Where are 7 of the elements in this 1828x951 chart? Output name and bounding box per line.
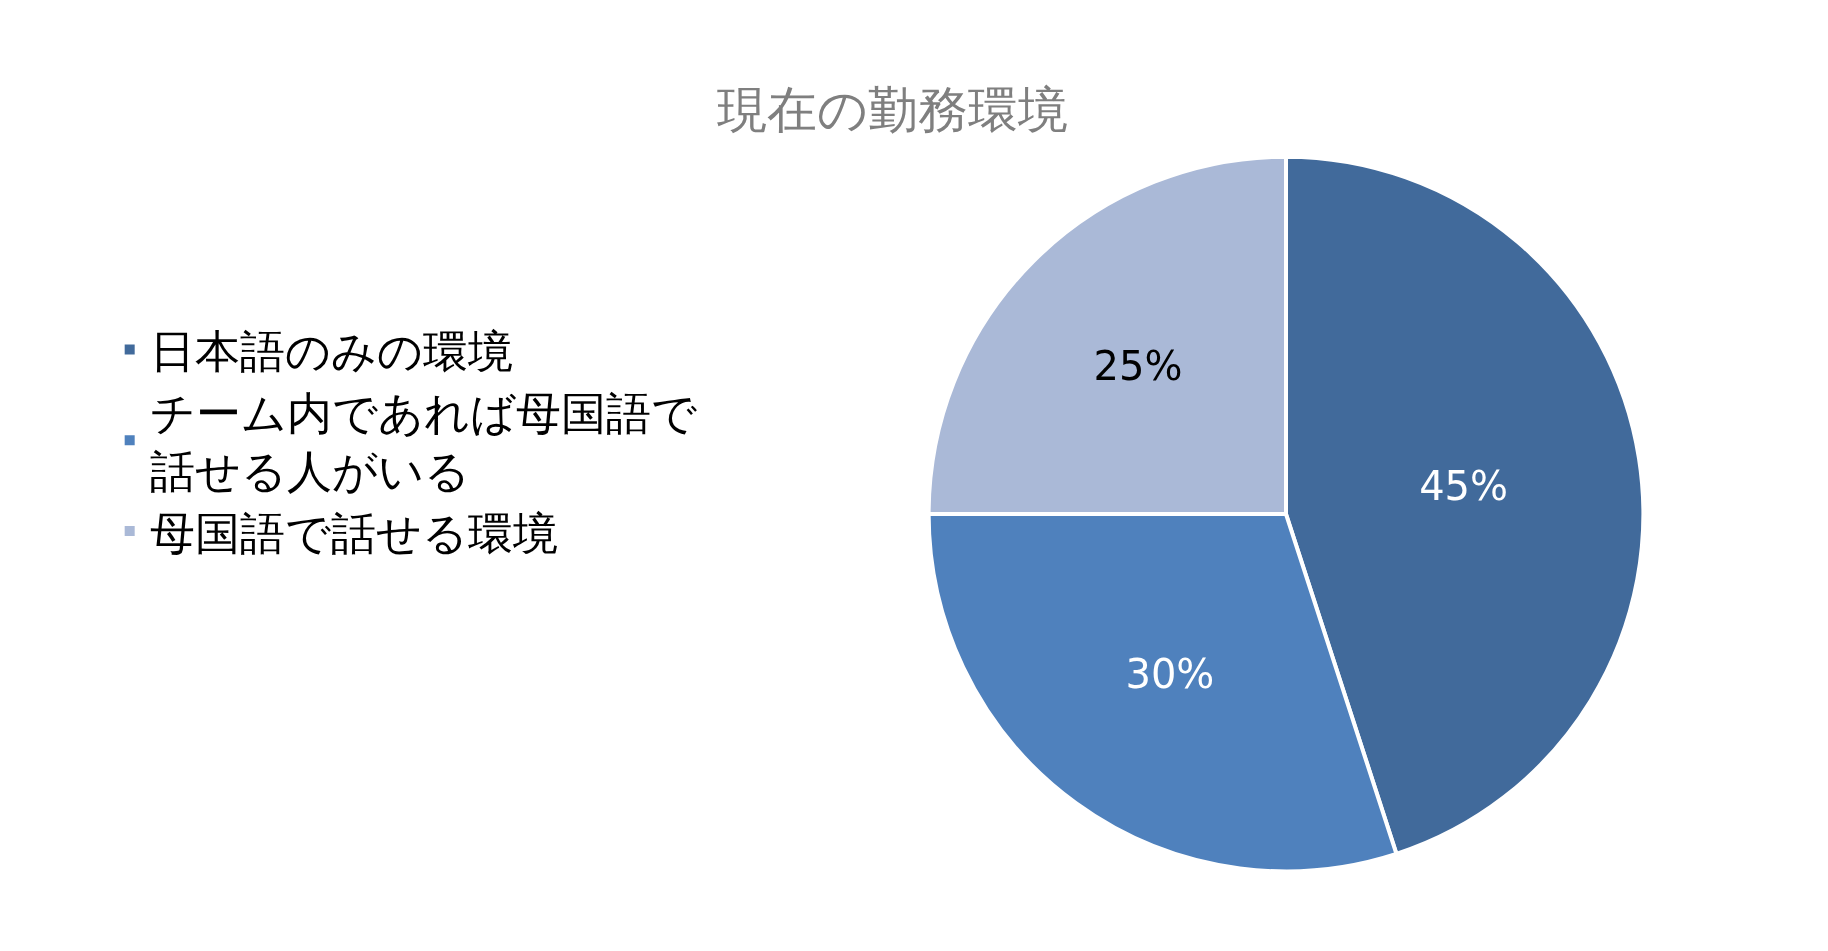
data-label: 30%	[1125, 650, 1215, 697]
data-label: 25%	[1093, 342, 1183, 389]
legend-label: チーム内であれば母国語で話せる人がいる	[149, 386, 697, 499]
chart-title: 現在の勤務環境	[716, 80, 1068, 139]
legend-label: 母国語で話せる環境	[149, 506, 558, 560]
data-label: 45%	[1419, 462, 1509, 509]
legend-label: 日本語のみの環境	[149, 325, 513, 379]
